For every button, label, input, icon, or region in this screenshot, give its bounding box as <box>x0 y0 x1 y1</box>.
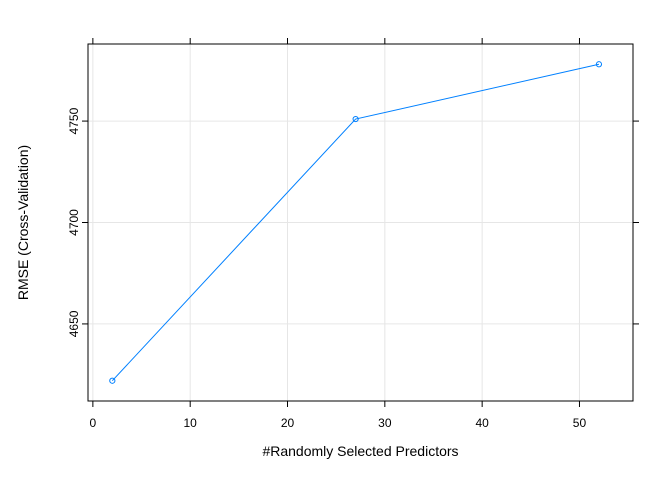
y-tick-label: 4650 <box>67 310 81 337</box>
y-tick-label: 4750 <box>67 107 81 134</box>
x-tick-label: 10 <box>184 416 198 430</box>
y-tick-label: 4700 <box>67 209 81 236</box>
data-point <box>109 377 116 384</box>
data-point <box>595 61 603 68</box>
series-line <box>111 63 600 382</box>
x-axis-title: #Randomly Selected Predictors <box>262 443 458 459</box>
series <box>109 61 603 384</box>
data-point <box>352 115 359 123</box>
x-tick-label: 50 <box>573 416 587 430</box>
axis-ticks <box>82 38 639 407</box>
y-axis-title: RMSE (Cross-Validation) <box>15 145 31 300</box>
x-tick-label: 20 <box>281 416 295 430</box>
tick-labels: 0 10 20 30 40 50 4650 4700 4750 <box>67 107 586 430</box>
x-tick-label: 0 <box>90 416 97 430</box>
x-tick-label: 30 <box>378 416 392 430</box>
grid <box>88 44 633 401</box>
x-tick-label: 40 <box>475 416 489 430</box>
